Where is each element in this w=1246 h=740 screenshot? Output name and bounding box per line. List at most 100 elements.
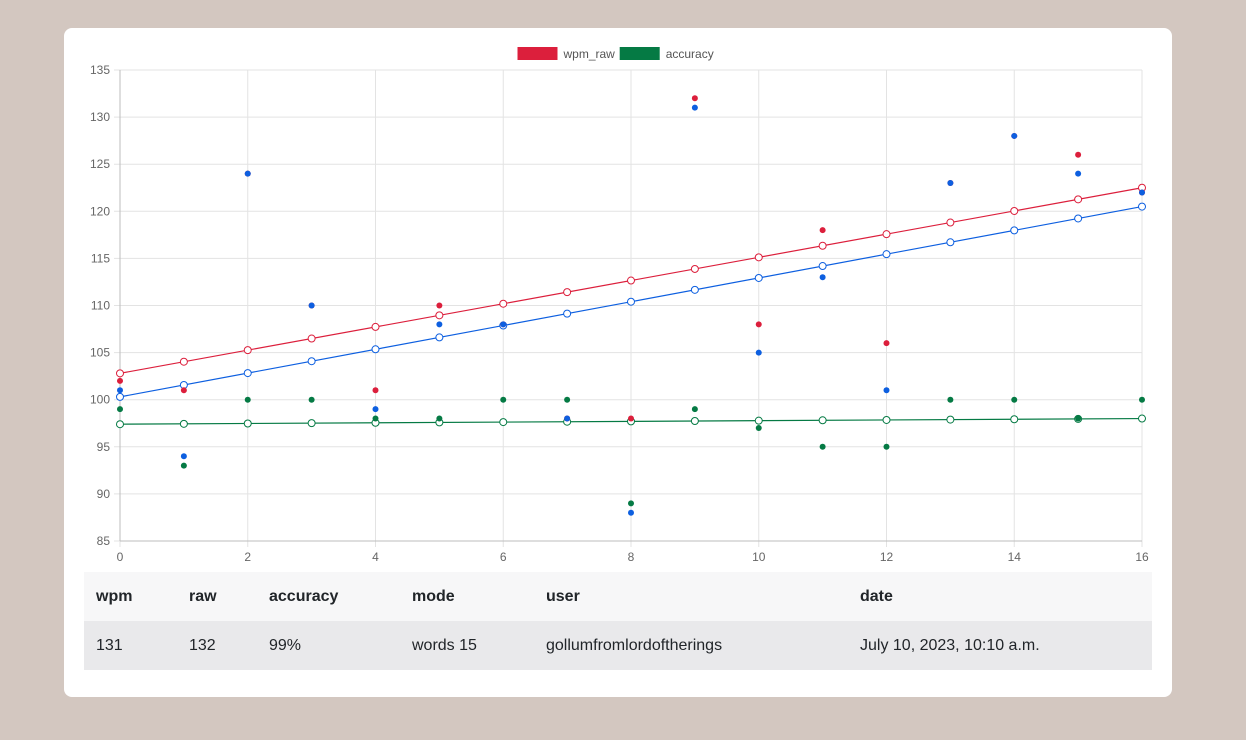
trend-marker (627, 297, 635, 306)
y-tick-label: 110 (91, 299, 110, 313)
data-point (436, 321, 443, 328)
x-tick-label: 8 (628, 550, 635, 564)
trend-marker (563, 288, 572, 297)
y-tick-label: 125 (90, 157, 110, 171)
trend-marker (754, 253, 763, 262)
trend-marker (499, 418, 508, 427)
data-point (117, 377, 123, 384)
x-tick-label: 12 (880, 550, 894, 564)
data-point (755, 321, 762, 328)
data-point (883, 340, 890, 347)
trend-marker (307, 357, 316, 366)
trend-marker (946, 415, 955, 424)
data-point (691, 95, 698, 102)
data-point (180, 453, 187, 460)
x-tick-label: 10 (752, 550, 766, 564)
data-point (819, 443, 826, 450)
y-tick-label: 105 (90, 346, 110, 360)
table-row: 131 132 99% words 15 gollumfromlordofthe… (84, 621, 1152, 670)
y-tick-label: 100 (90, 393, 110, 407)
data-point (372, 406, 379, 413)
data-point (1011, 396, 1018, 403)
data-point (947, 180, 954, 187)
results-card: 0 2 4 6 8 10 12 14 16 85 90 95 100 105 110 115 120 125 130… (64, 28, 1172, 697)
data-point (1075, 151, 1082, 158)
data-point (372, 387, 379, 394)
x-tick-label: 2 (244, 550, 251, 564)
trend-marker (1138, 414, 1146, 423)
data-point (755, 424, 762, 431)
trend-marker (307, 334, 316, 343)
data-point (883, 443, 890, 450)
x-tick-label: 4 (372, 550, 379, 564)
data-point (244, 396, 251, 403)
y-tick-label: 95 (97, 440, 111, 454)
trend-marker (754, 273, 763, 282)
data-point (883, 387, 890, 394)
y-tick-label: 120 (90, 204, 110, 218)
data-point (500, 321, 507, 328)
data-point (628, 509, 634, 516)
x-tick-label: 0 (117, 550, 124, 564)
trend-marker (435, 311, 444, 320)
trend-marker (818, 416, 827, 425)
data-point (691, 104, 698, 111)
trend-marker (946, 238, 955, 247)
trend-marker (882, 230, 891, 239)
header-wpm: wpm (96, 587, 133, 605)
data-point (564, 415, 571, 422)
y-tick-label: 115 (91, 251, 110, 265)
cell-accuracy: 99% (269, 636, 302, 654)
data-point (244, 170, 251, 177)
trend-marker (1010, 206, 1019, 215)
header-accuracy: accuracy (269, 587, 339, 605)
data-point (1011, 132, 1018, 139)
data-point (436, 302, 443, 309)
trend-marker (371, 345, 380, 354)
y-tick-label: 85 (97, 534, 111, 548)
cell-date: July 10, 2023, 10:10 a.m. (860, 636, 1040, 654)
y-tick-label: 130 (90, 110, 110, 124)
trend-marker (818, 241, 827, 250)
data-point (180, 462, 187, 469)
header-mode: mode (412, 587, 455, 605)
trend-marker (818, 262, 827, 271)
data-point (1139, 189, 1145, 196)
trend-marker (1010, 415, 1019, 424)
x-tick-label: 6 (500, 550, 507, 564)
trend-marker (690, 285, 699, 294)
legend-label: wpm_raw (563, 47, 616, 61)
trend-marker (499, 299, 508, 308)
trend-marker (307, 419, 316, 428)
header-raw: raw (189, 587, 217, 605)
trend-marker (371, 322, 380, 331)
results-table: wpm raw accuracy mode user date 131 132 … (84, 572, 1152, 670)
data-point (628, 415, 634, 422)
data-point (564, 396, 571, 403)
trend-marker (435, 333, 444, 342)
table-header-row: wpm raw accuracy mode user date (84, 572, 1152, 621)
data-point (819, 227, 826, 234)
trend-marker (882, 415, 891, 424)
data-point (180, 387, 187, 394)
trend-marker (690, 264, 699, 273)
data-point (628, 500, 634, 507)
legend-label: accuracy (666, 47, 714, 61)
data-point (1075, 170, 1082, 177)
data-point (117, 387, 123, 394)
cell-mode: words 15 (412, 636, 477, 654)
trend-marker (754, 416, 763, 425)
trend-marker (1138, 202, 1146, 211)
data-point (308, 302, 315, 309)
data-point (1075, 415, 1082, 422)
trend-marker (116, 420, 124, 429)
trend-marker (243, 369, 252, 378)
y-tick-label: 90 (97, 487, 111, 501)
y-tick-label: 135 (90, 63, 110, 77)
data-point (1139, 396, 1145, 403)
trend-marker (1074, 195, 1083, 204)
data-point (308, 396, 315, 403)
trend-marker (563, 309, 572, 318)
cell-wpm: 131 (96, 636, 123, 654)
data-point (691, 406, 698, 413)
